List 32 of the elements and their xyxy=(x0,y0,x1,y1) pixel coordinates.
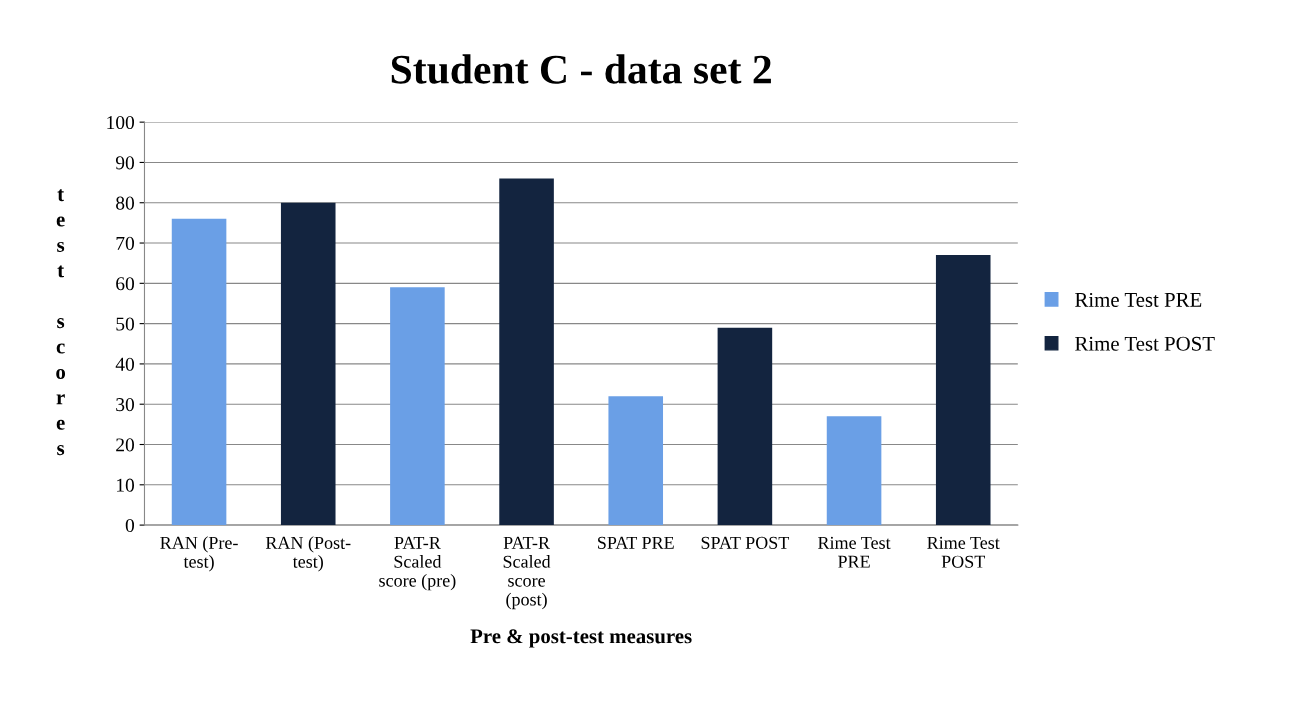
x-tick-label: PAT-R Scaled score (post) xyxy=(503,536,551,610)
legend-label: Rime Test PRE xyxy=(1075,292,1202,307)
y-tick-label: 90 xyxy=(115,156,135,170)
x-axis-title: Pre & post-test measures xyxy=(470,629,692,648)
y-tick-label: 70 xyxy=(116,236,135,250)
y-tick-label: 50 xyxy=(116,317,135,331)
x-tick-label: RAN (Post- test) xyxy=(265,536,351,572)
y-tick-label: 100 xyxy=(107,115,135,130)
bar xyxy=(608,396,664,526)
legend-label: Rime Test POST xyxy=(1075,336,1215,351)
y-tick-label: 10 xyxy=(117,478,135,492)
x-tick-label: SPAT PRE xyxy=(598,536,674,549)
y-tick-label: 40 xyxy=(115,357,135,371)
bar xyxy=(935,255,991,526)
chart-title: Student C - data set 2 xyxy=(391,54,771,84)
y-tick-label: 80 xyxy=(116,196,135,210)
y-tick-label: 20 xyxy=(116,438,135,452)
y-tick-label: 0 xyxy=(125,518,135,533)
text: test scores xyxy=(56,189,66,456)
y-tick-label: 30 xyxy=(116,398,135,412)
bar xyxy=(171,218,227,526)
x-tick-label: PAT-R Scaled score (pre) xyxy=(379,536,456,591)
y-tick-label: 60 xyxy=(116,277,135,291)
bar xyxy=(499,178,554,526)
x-tick-label: RAN (Pre- test) xyxy=(160,536,238,572)
x-tick-label: Rime Test POST xyxy=(927,536,1000,568)
x-tick-label: Rime Test PRE xyxy=(818,536,891,568)
x-tick-label: SPAT POST xyxy=(701,536,790,549)
bar xyxy=(717,327,773,526)
bar xyxy=(826,416,882,526)
bar xyxy=(280,202,336,526)
bar xyxy=(390,287,445,526)
